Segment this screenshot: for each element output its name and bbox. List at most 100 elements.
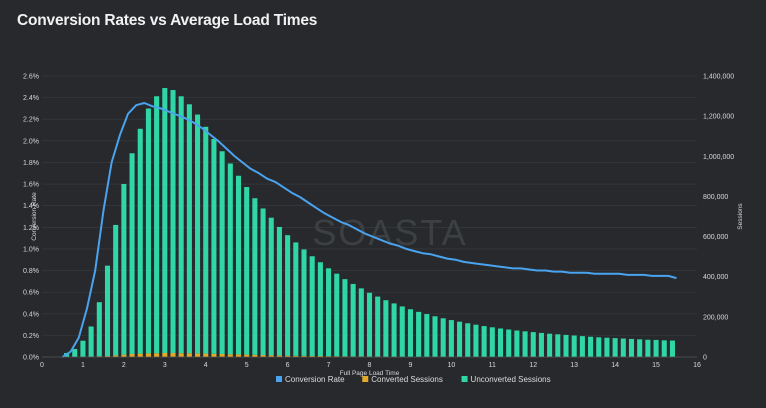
bar-converted [301,355,307,357]
bar-unconverted [604,337,610,357]
bar-unconverted [72,348,78,357]
x-tick-label: 8 [368,362,372,369]
bar-unconverted [637,339,643,357]
axes: 0.0% 0.2% 0.4% 0.6% 0.8% 1.0% 1.2% 1.4% 1.6% 1.8%… [23,74,744,378]
bar-unconverted [645,339,651,357]
bar-unconverted [473,324,479,357]
bar-converted [317,355,323,357]
y-left-axis-title: Conversion Rate [31,192,38,241]
y-left-tick-label: 1.6% [23,182,39,189]
bar-unconverted [391,303,397,357]
grid [42,75,697,358]
bar-converted [293,355,299,357]
bar-unconverted [465,323,471,357]
legend-unconverted-sessions-label: Unconverted Sessions [471,375,551,384]
bar-unconverted [432,316,438,357]
bar-converted [219,353,225,357]
bar-unconverted [301,249,307,356]
bar-unconverted [489,327,495,357]
bar-unconverted [358,288,364,357]
bar-converted [203,353,209,357]
y-left-tick-label: 0.0% [23,355,39,362]
bar-unconverted [260,208,266,355]
bar-unconverted [268,217,274,356]
x-tick-label: 6 [286,362,290,369]
bar-converted [145,353,151,357]
bar-converted [113,355,119,357]
bar-unconverted [252,198,258,355]
bar-unconverted [571,335,577,357]
bar-unconverted [579,336,585,357]
bar-unconverted [276,226,282,356]
bar-converted [211,353,217,357]
y-right-tick-label: 200,000 [703,314,728,321]
bar-unconverted [137,128,143,354]
x-tick-label: 13 [570,362,578,369]
bar-unconverted [227,163,233,355]
bar-unconverted [170,90,176,353]
y-right-tick-label: 600,000 [703,234,728,241]
bar-converted [252,354,258,357]
bar-unconverted [383,300,389,357]
bar-unconverted [612,338,618,357]
bar-unconverted [366,292,373,357]
y-right-axis-title: Sessions [737,203,744,230]
y-right-tick-label: 1,000,000 [703,154,734,161]
y-left-tick-label: 0.2% [23,333,39,340]
bar-converted [121,354,127,357]
y-right-tick-label: 400,000 [703,274,728,281]
bar-unconverted [96,302,102,357]
y-right-tick-label: 800,000 [703,194,728,201]
x-tick-label: 1 [81,362,85,369]
bar-unconverted [628,338,635,357]
x-tick-label: 15 [652,362,660,369]
bar-unconverted [293,242,299,356]
bar-converted [129,353,135,357]
bar-unconverted [547,333,553,357]
bar-unconverted [326,268,332,357]
bar-unconverted [563,334,569,357]
legend-conversion-rate-swatch [276,376,282,382]
y-right-tick-label: 1,400,000 [703,74,734,81]
conversion-rate-line [61,102,677,358]
legend: Conversion Rate Converted Sessions Unconve… [276,375,551,384]
bar-unconverted [129,153,135,354]
bar-unconverted [481,326,487,357]
y-left-tick-label: 2.4% [23,95,39,102]
y-left-tick-label: 1.0% [23,246,39,253]
bar-converted [162,352,168,357]
bar-unconverted [530,332,536,357]
x-tick-label: 12 [529,362,537,369]
bar-unconverted [285,235,291,356]
bar-converted [334,356,340,357]
x-tick-label: 5 [245,362,249,369]
bar-unconverted [407,309,413,357]
legend-unconverted-sessions-swatch [461,376,468,382]
bar-unconverted [669,340,675,357]
bar-unconverted [506,329,512,357]
bar-unconverted [154,96,160,354]
x-tick-label: 14 [611,362,619,369]
bar-unconverted [244,186,250,355]
chart-title: Conversion Rates vs Average Load Times [17,12,318,29]
watermark: SOASTA [312,212,467,253]
bar-unconverted [588,336,594,357]
bar-unconverted [178,96,184,354]
bar-converted [186,353,192,357]
bar-unconverted [350,283,356,357]
y-right-tick-label: 0 [703,355,707,362]
bar-unconverted [145,108,151,354]
bar-unconverted [399,306,405,357]
bar-unconverted [375,296,381,357]
bar-unconverted [653,339,659,357]
bar-unconverted [104,265,111,356]
legend-conversion-rate-label: Conversion Rate [285,375,345,384]
bar-unconverted [235,175,242,355]
bar-unconverted [514,330,520,357]
bars [64,88,675,357]
bar-unconverted [555,334,561,357]
bar-unconverted [522,331,528,357]
x-tick-label: 2 [122,362,126,369]
bar-unconverted [211,139,217,354]
